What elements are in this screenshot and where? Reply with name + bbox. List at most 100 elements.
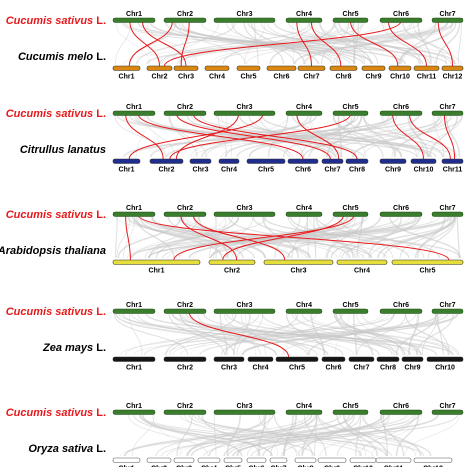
target-chromosome-bar (317, 457, 347, 463)
target-chromosome-label: Chr1 (126, 365, 142, 372)
target-chromosome-label: Chr4 (354, 268, 370, 275)
reference-chromosome-label: Chr5 (343, 104, 359, 111)
background-link (417, 115, 462, 158)
background-link (353, 22, 365, 65)
reference-chromosome-bar (379, 110, 423, 116)
background-link (181, 216, 312, 259)
reference-chromosome-bar (332, 110, 369, 116)
target-chromosome-label: Chr10 (353, 466, 373, 467)
background-link (309, 216, 351, 259)
target-species-label: Oryza sativa L. (28, 443, 106, 455)
synteny-panel: Chr1 Chr2 Chr3 Chr4 Chr5 Chr6 Chr7 Chr1 Chr2 Chr3… (6, 11, 464, 81)
target-chromosome-bar (391, 259, 464, 265)
reference-chromosome-label: Chr5 (343, 11, 359, 18)
background-link (308, 313, 458, 356)
background-link (334, 313, 395, 356)
highlight-link (169, 113, 351, 160)
target-chromosome-bar (173, 457, 195, 463)
reference-chromosome-label: Chr2 (177, 302, 193, 309)
background-link (159, 22, 311, 65)
target-chromosome-label: Chr3 (221, 365, 237, 372)
target-chromosome-label: Chr1 (119, 167, 135, 174)
reference-chromosome-label: Chr1 (126, 104, 142, 111)
reference-chromosome-bar (112, 110, 156, 116)
target-chromosome-bar (294, 457, 317, 463)
target-chromosome-label: Chr5 (225, 466, 241, 467)
background-link (415, 313, 454, 356)
background-link (421, 313, 439, 356)
background-link (209, 216, 452, 259)
background-link (287, 216, 351, 259)
reference-chromosome-label: Chr2 (177, 104, 193, 111)
reference-species-label: Cucumis sativus L. (6, 306, 106, 318)
background-link (167, 216, 267, 259)
target-chromosome-bar (263, 259, 334, 265)
highlight-links (125, 113, 456, 160)
highlight-link (176, 113, 331, 160)
reference-chromosome-bar (379, 211, 423, 217)
background-link (435, 22, 461, 65)
target-species-label: Arabidopsis thaliana (0, 245, 106, 257)
target-chromosome-bar (275, 356, 319, 362)
reference-chromosome-bar (285, 17, 323, 23)
target-chromosome-label: Chr9 (405, 365, 421, 372)
target-chromosome-bar (345, 158, 369, 164)
target-chromosome-label: Chr6 (249, 466, 265, 467)
synteny-panel: Chr1 Chr2 Chr3 Chr4 Chr5 Chr6 Chr7 Chr1 Chr2 Chr3… (6, 403, 464, 467)
highlight-link (350, 20, 399, 67)
target-chromosome-label: Chr7 (271, 466, 287, 467)
reference-chromosome-label: Chr1 (126, 302, 142, 309)
reference-chromosome-bar (431, 409, 464, 415)
reference-chromosome-bar (213, 17, 276, 23)
background-link (155, 216, 240, 259)
background-link (404, 313, 450, 356)
target-chromosome-label: Chr8 (298, 466, 314, 467)
target-chromosome-label: Chr11 (384, 466, 404, 467)
target-chromosome-label: Chr4 (201, 466, 217, 467)
reference-chromosome-label: Chr3 (237, 104, 253, 111)
target-chromosome-label: Chr7 (325, 167, 341, 174)
target-chromosome-label: Chr8 (336, 74, 352, 81)
highlight-link (175, 113, 239, 160)
target-chromosome-label: Chr11 (443, 167, 463, 174)
reference-chromosome-label: Chr7 (440, 205, 456, 212)
background-link (282, 313, 417, 356)
background-links (114, 115, 463, 158)
highlight-link (192, 214, 286, 261)
background-link (404, 414, 460, 457)
target-chromosome-bar (413, 457, 453, 463)
reference-chromosome-label: Chr5 (343, 403, 359, 410)
background-link (332, 115, 384, 158)
background-link (383, 414, 389, 457)
target-chromosome-label: Chr6 (326, 365, 342, 372)
reference-chromosome-label: Chr4 (296, 11, 312, 18)
reference-chromosome-bar (431, 211, 464, 217)
background-link (185, 414, 312, 457)
background-link (246, 414, 315, 457)
reference-chromosome-label: Chr5 (343, 302, 359, 309)
reference-chromosome-label: Chr3 (237, 403, 253, 410)
target-chromosome-bar (379, 158, 407, 164)
target-chromosome-bar (146, 65, 173, 71)
background-link (238, 115, 357, 158)
background-link (395, 414, 420, 457)
background-link (169, 313, 260, 356)
reference-chromosome-bar (112, 308, 156, 314)
target-chromosome-label: Chr5 (241, 74, 257, 81)
synteny-panel: Chr1 Chr2 Chr3 Chr4 Chr5 Chr6 Chr7 Chr1 Chr2 Chr3… (6, 104, 464, 174)
background-link (371, 414, 422, 457)
reference-species-label: Cucumis sativus L. (6, 15, 106, 27)
reference-chromosome-bar (163, 308, 207, 314)
reference-chromosome-bar (431, 308, 464, 314)
background-link (139, 414, 316, 457)
background-link (269, 22, 335, 65)
background-link (303, 115, 442, 158)
target-chromosome-bar (246, 457, 267, 463)
highlight-link (387, 20, 427, 67)
target-chromosome-label: Chr1 (149, 268, 165, 275)
background-link (233, 313, 251, 356)
reference-chromosome-label: Chr5 (343, 205, 359, 212)
background-link (181, 313, 355, 356)
target-chromosome-bar (112, 457, 141, 463)
